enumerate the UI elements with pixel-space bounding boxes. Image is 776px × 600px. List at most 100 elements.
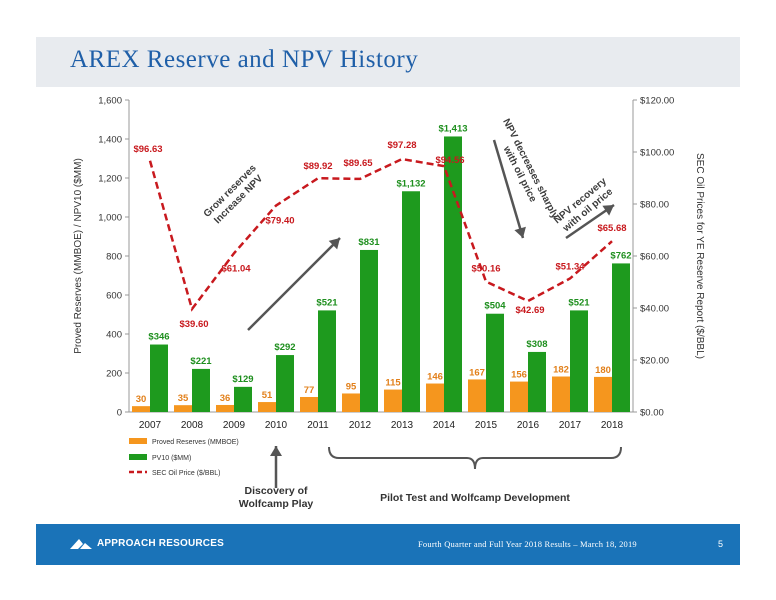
- bar-proved-reserves: [342, 393, 360, 412]
- data-label-proved-reserves: 156: [511, 370, 527, 381]
- page-number: 5: [718, 539, 724, 549]
- y-tick-label: 400: [106, 330, 122, 341]
- bar-proved-reserves: [174, 405, 192, 412]
- y-tick-label: 1,400: [98, 135, 122, 146]
- data-label-pv10: $346: [148, 332, 169, 343]
- data-label-proved-reserves: 51: [262, 390, 273, 401]
- data-label-pv10: $221: [190, 356, 212, 367]
- bar-pv10: [486, 313, 504, 412]
- data-label-oil-price: $97.28: [387, 140, 416, 151]
- data-label-oil-price: $89.92: [303, 161, 332, 172]
- legend-label: SEC Oil Price ($/BBL): [152, 470, 220, 477]
- footer-text: Fourth Quarter and Full Year 2018 Result…: [418, 539, 637, 549]
- y2-tick-label: $80.00: [640, 200, 669, 211]
- x-tick-label: 2007: [139, 420, 162, 431]
- bar-pv10: [360, 249, 378, 412]
- x-tick-label: 2012: [349, 420, 372, 431]
- x-tick-label: 2016: [517, 420, 540, 431]
- data-label-oil-price: $42.69: [515, 305, 544, 316]
- data-label-pv10: $521: [568, 297, 590, 308]
- y-tick-label: 1,600: [98, 96, 122, 107]
- annotation-discovery: Discovery of: [244, 485, 308, 497]
- y2-tick-label: $0.00: [640, 408, 664, 419]
- y-tick-label: 600: [106, 291, 122, 302]
- x-tick-label: 2014: [433, 420, 456, 431]
- data-label-oil-price: $61.04: [221, 263, 251, 274]
- y2-tick-label: $60.00: [640, 252, 669, 263]
- data-label-pv10: $308: [526, 339, 547, 350]
- legend-label: PV10 ($MM): [152, 455, 191, 462]
- data-label-pv10: $521: [316, 297, 338, 308]
- x-tick-label: 2008: [181, 420, 204, 431]
- data-label-oil-price: $39.60: [179, 319, 208, 330]
- y2-tick-label: $40.00: [640, 304, 669, 315]
- arrow-decrease: [492, 139, 525, 239]
- arrow-discovery-head: [270, 446, 282, 456]
- logo-mark-icon: [70, 538, 92, 549]
- x-tick-label: 2011: [307, 420, 329, 431]
- data-label-pv10: $504: [484, 301, 506, 312]
- y2-tick-label: $100.00: [640, 148, 674, 159]
- data-label-pv10: $292: [274, 342, 295, 353]
- data-label-proved-reserves: 180: [595, 365, 611, 376]
- x-tick-label: 2010: [265, 420, 288, 431]
- x-tick-label: 2013: [391, 420, 414, 431]
- bar-pv10: [612, 263, 630, 412]
- bar-pv10: [402, 191, 420, 412]
- bar-pv10: [234, 386, 252, 412]
- bar-proved-reserves: [258, 402, 276, 412]
- y2-axis-title: SEC Oil Prices for YE Reserve Report ($/…: [694, 153, 705, 359]
- y-tick-label: 1,200: [98, 174, 122, 185]
- bar-pv10: [192, 368, 210, 412]
- bar-proved-reserves: [552, 376, 570, 412]
- legend-label: Proved Reserves (MMBOE): [152, 439, 239, 446]
- x-tick-label: 2015: [475, 420, 498, 431]
- bar-proved-reserves: [216, 404, 234, 412]
- bar-proved-reserves: [300, 396, 318, 412]
- data-label-pv10: $1,132: [396, 178, 425, 189]
- y2-tick-label: $20.00: [640, 356, 669, 367]
- reserve-npv-chart: 0 200 400 600 800 1,000 1,200 1,400 1,600 $0.00 $2…: [73, 96, 705, 511]
- bracket-pilot: [328, 446, 622, 470]
- data-label-proved-reserves: 182: [553, 365, 569, 376]
- bar-pv10: [276, 355, 294, 412]
- data-label-proved-reserves: 115: [385, 378, 401, 389]
- data-label-proved-reserves: 146: [427, 372, 443, 383]
- data-label-pv10: $1,413: [438, 123, 467, 134]
- data-label-proved-reserves: 30: [136, 394, 147, 405]
- logo-text: APPROACH RESOURCES: [97, 538, 224, 549]
- page-title: AREX Reserve and NPV History: [70, 46, 419, 73]
- bar-pv10: [318, 310, 336, 412]
- title-bar: [36, 37, 740, 87]
- annotation-discovery: Wolfcamp Play: [239, 498, 314, 510]
- arrow-grow: [247, 237, 341, 331]
- bar-proved-reserves: [426, 383, 444, 412]
- bar-pv10: [570, 310, 588, 412]
- x-tick-label: 2009: [223, 420, 246, 431]
- footer-bar: [36, 524, 740, 565]
- bar-proved-reserves: [384, 389, 402, 412]
- y-tick-label: 200: [106, 369, 122, 380]
- data-label-proved-reserves: 95: [346, 381, 357, 392]
- bar-proved-reserves: [594, 376, 612, 412]
- data-label-proved-reserves: 77: [304, 385, 315, 396]
- y-tick-label: 800: [106, 252, 122, 263]
- data-label-oil-price: $50.16: [471, 264, 500, 275]
- y-tick-label: 0: [117, 408, 122, 419]
- data-label-pv10: $129: [232, 374, 253, 385]
- annotation-npv-decreases: NPV decreases sharply: [500, 117, 560, 221]
- series-line-oil-price: [148, 157, 613, 312]
- data-label-proved-reserves: 35: [178, 393, 189, 404]
- data-label-oil-price: $51.34: [555, 262, 585, 273]
- bar-pv10: [444, 136, 462, 412]
- data-label-proved-reserves: 36: [220, 393, 231, 404]
- y-tick-label: 1,000: [98, 213, 122, 224]
- data-label-oil-price: $79.40: [265, 216, 294, 227]
- data-label-pv10: $831: [358, 237, 380, 248]
- y-axis-title: Proved Reserves (MMBOE) / NPV10 ($MM): [73, 158, 84, 354]
- data-label-oil-price: $96.63: [133, 144, 162, 155]
- company-logo: APPROACH RESOURCES: [70, 538, 224, 549]
- arrow-recovery-head: [602, 205, 614, 216]
- bar-pv10: [150, 344, 168, 412]
- arrow-grow-head: [328, 238, 340, 250]
